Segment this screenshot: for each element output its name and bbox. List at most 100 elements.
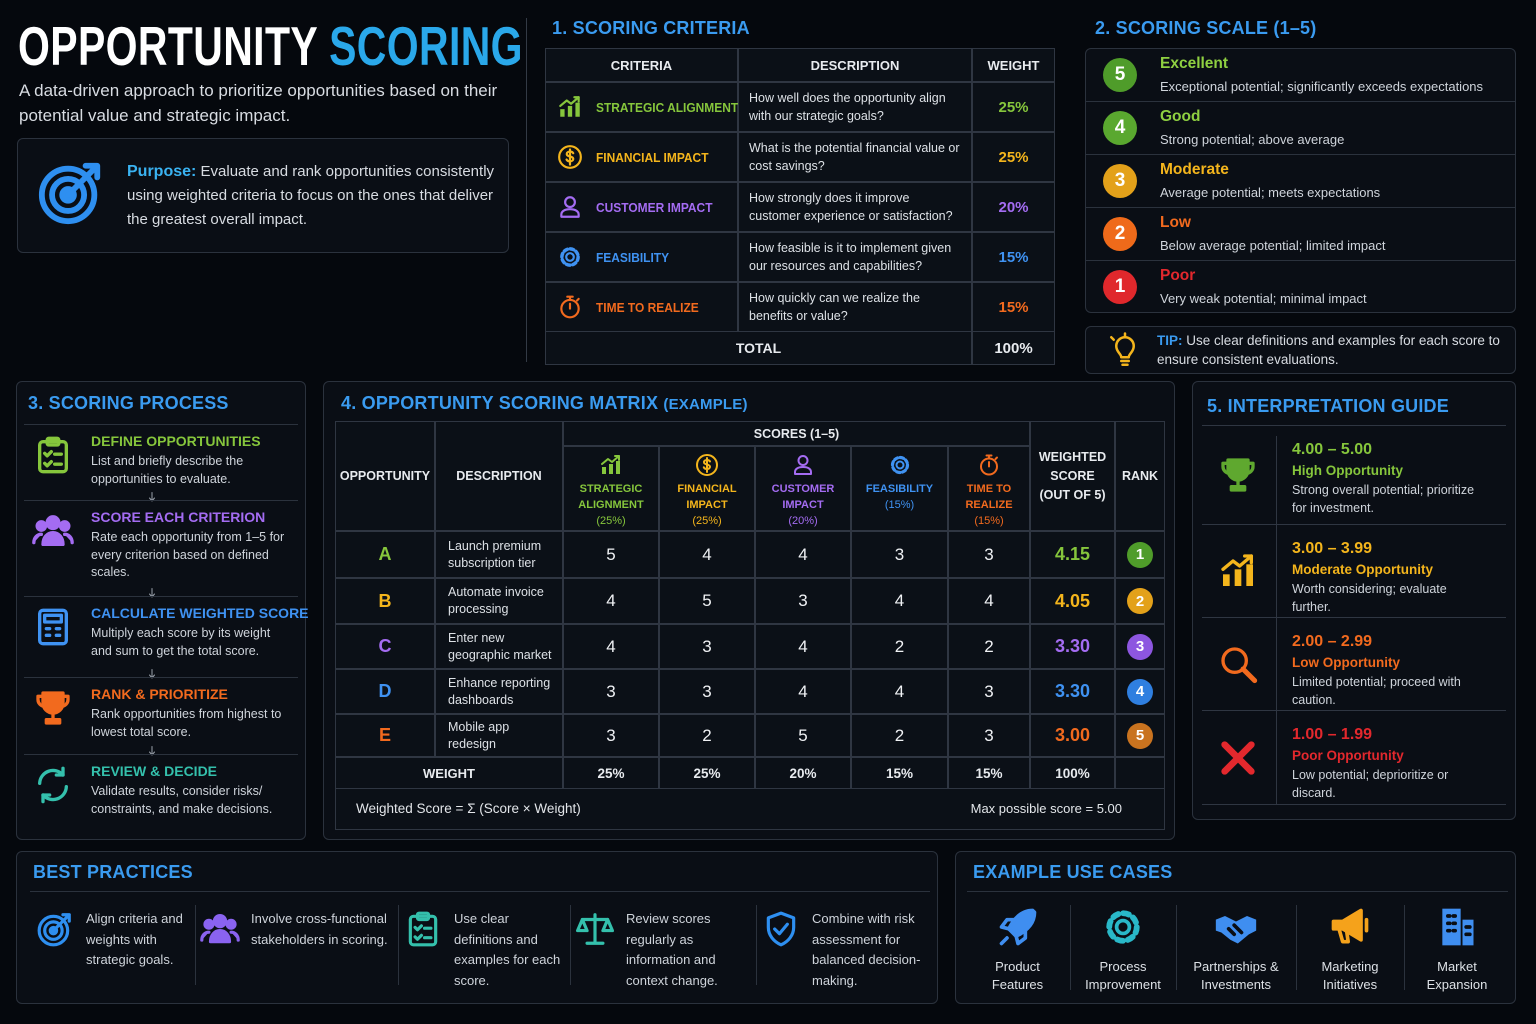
matrix-header: WEIGHTED SCORE (OUT OF 5) bbox=[1030, 421, 1115, 531]
score: 4 bbox=[563, 624, 659, 669]
score: 3 bbox=[948, 669, 1030, 714]
criteria-description: How strongly does it improve customer ex… bbox=[738, 182, 972, 232]
step-text: Rate each opportunity from 1–5 for every… bbox=[91, 530, 285, 579]
icon bbox=[38, 766, 69, 804]
icon bbox=[1221, 553, 1253, 586]
weight-value: 100% bbox=[1030, 757, 1115, 789]
icon-part bbox=[149, 746, 155, 756]
table-header: WEIGHT bbox=[972, 48, 1055, 82]
icon-part bbox=[890, 455, 909, 475]
use-case-label: Product Features bbox=[991, 959, 1044, 992]
icon-part bbox=[1114, 918, 1132, 936]
icon-part bbox=[576, 913, 614, 945]
scale-badge: 2 bbox=[1103, 217, 1137, 251]
divider bbox=[195, 905, 196, 985]
criteria-header-text: FINANCIAL IMPACT (25%) bbox=[662, 481, 752, 529]
icon-part bbox=[696, 454, 718, 476]
divider bbox=[24, 677, 298, 678]
icon-part bbox=[1221, 461, 1255, 492]
matrix-header: SCORES (1–5) bbox=[563, 421, 1030, 446]
icon-part bbox=[32, 531, 74, 546]
practice-text: Use clear definitions and examples for e… bbox=[454, 911, 561, 988]
icon-part bbox=[1221, 457, 1255, 492]
table-header: DESCRIPTION bbox=[738, 48, 972, 82]
divider bbox=[24, 424, 298, 425]
icon-part bbox=[38, 165, 98, 225]
icon-part bbox=[1215, 916, 1257, 944]
divider bbox=[1202, 524, 1506, 525]
icon-part bbox=[149, 588, 155, 598]
scale-name: Low bbox=[1160, 214, 1191, 231]
criteria-description: What is the potential financial value or… bbox=[738, 132, 972, 182]
step-title: RANK & PRIORITIZE bbox=[91, 686, 228, 702]
icon-part bbox=[38, 768, 69, 802]
guide-label: Low Opportunity bbox=[1292, 655, 1400, 670]
matrix-title: 4. OPPORTUNITY SCORING MATRIX bbox=[341, 393, 659, 413]
criteria-table bbox=[545, 48, 1055, 365]
divider bbox=[1086, 154, 1515, 155]
criteria-cell bbox=[545, 182, 738, 232]
score: 4 bbox=[755, 531, 851, 578]
step-text: Multiply each score by its weight and su… bbox=[91, 626, 271, 658]
icon-part bbox=[45, 436, 61, 447]
icon-part bbox=[1115, 336, 1135, 366]
criteria-header-text: FEASIBILITY (15%) bbox=[854, 481, 945, 513]
section-title: 4. OPPORTUNITY SCORING MATRIX (EXAMPLE) bbox=[341, 393, 841, 415]
icon bbox=[1221, 646, 1258, 683]
icon bbox=[32, 515, 74, 546]
rank-badge: 2 bbox=[1127, 588, 1153, 614]
guide-range: 2.00 – 2.99 bbox=[1292, 633, 1373, 650]
icon-part bbox=[576, 913, 614, 945]
criteria-name: TIME TO REALIZE bbox=[596, 299, 699, 315]
icon-part bbox=[560, 295, 580, 319]
icon-part bbox=[601, 455, 620, 474]
criteria-header-name: FINANCIAL IMPACT bbox=[677, 483, 737, 511]
icon-part bbox=[200, 913, 240, 944]
divider bbox=[756, 905, 757, 985]
icon-part bbox=[614, 455, 620, 461]
criteria-header-weight: (15%) bbox=[974, 515, 1004, 527]
icon-part bbox=[895, 460, 904, 470]
icon-part bbox=[567, 105, 573, 117]
opportunity-id: C bbox=[335, 624, 435, 669]
divider bbox=[1202, 710, 1506, 711]
guide-range: 1.00 – 1.99 bbox=[1292, 726, 1373, 743]
step-title: SCORE EACH CRITERION bbox=[91, 509, 266, 525]
icon-part bbox=[38, 608, 68, 646]
matrix-header: RANK bbox=[1115, 421, 1165, 531]
divider bbox=[570, 905, 571, 985]
opportunity-id: B bbox=[335, 578, 435, 624]
icon-part bbox=[565, 148, 575, 166]
weighted-score: 4.15 bbox=[1030, 531, 1115, 578]
criteria-header-name: CUSTOMER IMPACT bbox=[771, 483, 835, 511]
icon bbox=[1331, 908, 1369, 944]
icon-part bbox=[58, 520, 71, 532]
subtitle: A data-driven approach to prioritize opp… bbox=[19, 81, 498, 125]
icon bbox=[559, 96, 580, 117]
title-word: OPPORTUNITY bbox=[18, 15, 318, 77]
icon-part bbox=[616, 461, 620, 474]
icon-part bbox=[38, 766, 69, 804]
weight-value: 25% bbox=[563, 757, 659, 789]
criteria-description: How quickly can we realize the benefits … bbox=[738, 282, 972, 332]
guide-label: Moderate Opportunity bbox=[1292, 562, 1433, 577]
title: OPPORTUNITY SCORING bbox=[18, 14, 540, 78]
icon-part bbox=[559, 96, 580, 107]
icon-part bbox=[1226, 923, 1244, 937]
icon-part bbox=[149, 669, 155, 679]
icon-part bbox=[702, 457, 711, 473]
criteria-header-text: TIME TO REALIZE (15%) bbox=[951, 481, 1027, 529]
criteria-header-cell bbox=[948, 446, 1030, 531]
icon bbox=[696, 454, 718, 476]
icon-part bbox=[559, 96, 580, 117]
score: 4 bbox=[948, 578, 1030, 624]
criteria-cell bbox=[545, 232, 738, 282]
icon-part bbox=[35, 520, 48, 532]
icon-part bbox=[413, 924, 433, 941]
icon-part bbox=[1221, 553, 1253, 586]
icon-part bbox=[1446, 914, 1472, 937]
divider bbox=[24, 596, 298, 597]
icon-part bbox=[1226, 457, 1250, 482]
rank-badge: 3 bbox=[1127, 633, 1153, 660]
icon-part bbox=[49, 175, 88, 214]
